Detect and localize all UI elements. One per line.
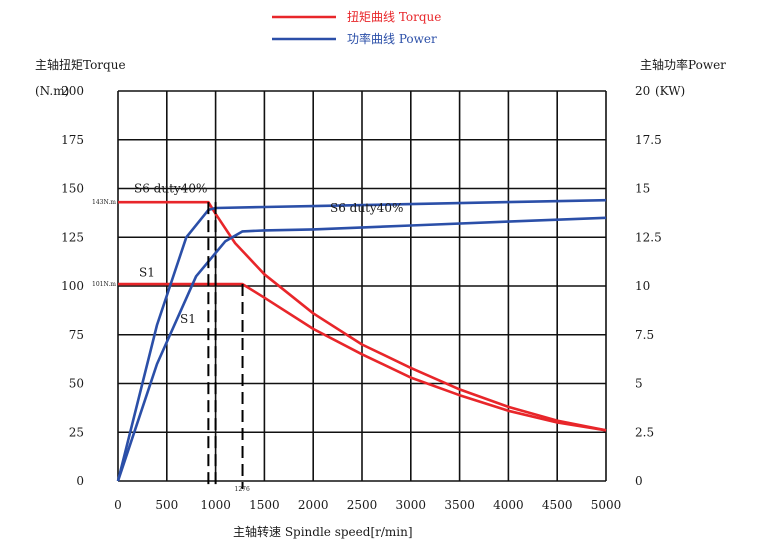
torque-s6-annotation: 143N.m [92,199,116,206]
x-tick-label: 2500 [347,498,378,512]
right-tick-label: 12.5 [635,230,662,244]
right-tick-label: 2.5 [635,425,654,439]
left-tick-label: 200 [61,84,84,98]
grid [117,90,607,482]
left-tick-label: 150 [61,182,84,196]
legend-torque-label: 扭矩曲线 Torque [347,10,441,24]
x-tick-label: 4500 [542,498,573,512]
right-tick-label: 15 [635,182,650,196]
right-tick-label: 5 [635,377,643,391]
left-tick-label: 75 [69,328,84,342]
x-tick-label: 1500 [249,498,280,512]
left-axis-title: 主轴扭矩Torque [35,57,126,72]
torque-line-s1 [118,282,607,432]
x-tick-label: 500 [155,498,178,512]
x-tick-label: 4000 [493,498,524,512]
x-tick-label: 0 [114,498,122,512]
left-tick-label: 25 [69,425,84,439]
s1-top-label: S1 [139,265,155,279]
right-tick-label: 7.5 [635,328,654,342]
s1-curve-label: S1 [180,312,196,326]
right-tick-label: 10 [635,279,650,293]
left-axis-unit: (N.m) [35,84,69,98]
right-tick-label: 17.5 [635,133,662,147]
right-axis-title: 主轴功率Power [640,57,726,72]
x-axis-title: 主轴转速 Spindle speed[r/min] [233,524,413,539]
right-tick-label: 20 [635,84,650,98]
right-tick-label: 0 [635,474,643,488]
legend: 扭矩曲线 Torque 功率曲线 Power [272,10,441,46]
left-tick-label: 0 [76,474,84,488]
torque-s1-annotation: 101N.m [92,281,116,288]
x-tick-label: 2000 [298,498,329,512]
right-axis-unit: (KW) [655,84,685,98]
x-tick-label: 3000 [396,498,427,512]
left-tick-label: 125 [61,230,84,244]
x-tick-label: 5000 [591,498,622,512]
annotations: 143N.m 101N.m 1276 S6 duty40% S6 duty40% S1 S1 [92,182,403,494]
left-tick-label: 50 [69,377,84,391]
s6-right-label: S6 duty40% [330,201,403,215]
legend-power-label: 功率曲线 Power [347,31,437,46]
power-line-s6-duty40- [116,198,607,482]
s6-left-label: S6 duty40% [134,182,207,196]
x-tick-label: 3500 [444,498,475,512]
speed-marker-annotation: 1276 [235,486,250,493]
torque-line-s6-duty40- [118,200,607,432]
left-tick-label: 175 [61,133,84,147]
power-line-s1 [116,216,607,482]
x-tick-label: 1000 [200,498,231,512]
series-group [116,198,607,489]
tick-labels: 0 500 1000 1500 2000 2500 3000 3500 4000 4500 5000… [61,84,685,512]
left-tick-label: 100 [61,279,84,293]
